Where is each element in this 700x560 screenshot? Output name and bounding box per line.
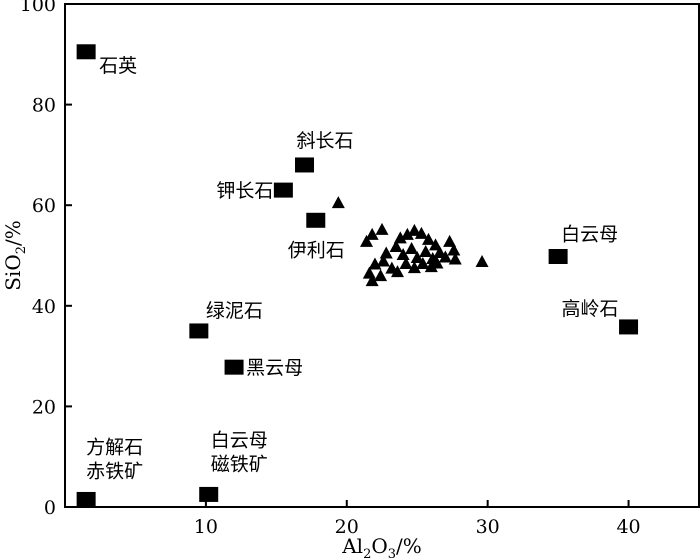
mineral-label: 高岭石 <box>562 298 619 320</box>
sample-point <box>407 223 421 236</box>
sample-point <box>400 227 414 240</box>
mineral-label: 方解石 <box>86 436 143 458</box>
x-tick-label: 20 <box>335 516 359 538</box>
mineral-label: 绿泥石 <box>206 300 263 322</box>
sample-point <box>393 231 407 244</box>
mineral-label: 白云母 <box>561 224 618 246</box>
y-tick-label: 20 <box>32 396 56 418</box>
sample-point <box>389 239 403 252</box>
plot-frame <box>64 3 700 508</box>
sample-point <box>429 238 443 251</box>
sample-point <box>438 250 452 263</box>
sample-point <box>414 226 428 239</box>
sample-point <box>368 257 382 270</box>
y-tick-label: 100 <box>20 0 56 16</box>
sample-point <box>421 232 435 245</box>
sample-point <box>405 241 419 254</box>
mineral-marker <box>295 157 315 173</box>
mineral-label: 黑云母 <box>246 357 303 379</box>
sample-point <box>365 227 379 240</box>
y-axis-title: SiO2/% <box>1 220 29 291</box>
mineral-marker <box>76 44 96 60</box>
sample-point <box>399 257 413 270</box>
sample-point <box>424 260 438 273</box>
x-tick-label: 30 <box>476 516 500 538</box>
sample-point <box>410 251 424 264</box>
sample-points <box>331 196 489 287</box>
sample-point <box>374 269 388 282</box>
mineral-label: 磁铁矿 <box>211 453 268 475</box>
mineral-label: 伊利石 <box>288 239 345 261</box>
sample-point <box>360 234 374 247</box>
sample-point <box>390 265 404 278</box>
axis-ticks <box>65 3 630 508</box>
sample-point <box>376 254 390 267</box>
sample-point <box>430 256 444 269</box>
sample-point <box>379 246 393 259</box>
mineral-label: 斜长石 <box>297 130 354 152</box>
x-tick-label: 40 <box>616 516 640 538</box>
mineral-marker <box>189 323 209 339</box>
y-tick-label: 40 <box>32 296 56 318</box>
sample-point <box>375 222 389 235</box>
sample-point <box>396 247 410 260</box>
sample-point <box>331 196 345 209</box>
mineral-marker <box>548 249 568 265</box>
mineral-marker <box>224 359 244 375</box>
axis-tick-labels: 10 20 30 40 0 20 40 60 80 100 <box>20 0 641 538</box>
sample-point <box>448 252 462 265</box>
mineral-marker <box>76 491 96 507</box>
mineral-marker <box>619 319 639 335</box>
y-tick-label: 0 <box>44 497 56 519</box>
mineral-markers <box>76 44 639 507</box>
y-tick-label: 80 <box>32 95 56 117</box>
mineral-marker <box>306 212 326 228</box>
mineral-marker <box>273 182 293 198</box>
mineral-label: 钾长石 <box>216 180 273 202</box>
sample-point <box>416 257 430 270</box>
mineral-label: 白云母 <box>211 429 268 451</box>
mineral-label: 赤铁矿 <box>86 460 143 482</box>
mineral-marker <box>199 486 219 502</box>
x-axis-title: Al2O3/% <box>341 534 422 560</box>
sample-point <box>443 234 457 247</box>
x-tick-label: 10 <box>194 516 218 538</box>
mineral-label: 石英 <box>99 55 137 77</box>
sample-point <box>419 244 433 257</box>
sample-point <box>475 255 489 268</box>
sample-point <box>365 274 379 287</box>
y-tick-label: 60 <box>32 195 56 217</box>
sample-point <box>447 243 461 256</box>
sample-point <box>407 261 421 274</box>
